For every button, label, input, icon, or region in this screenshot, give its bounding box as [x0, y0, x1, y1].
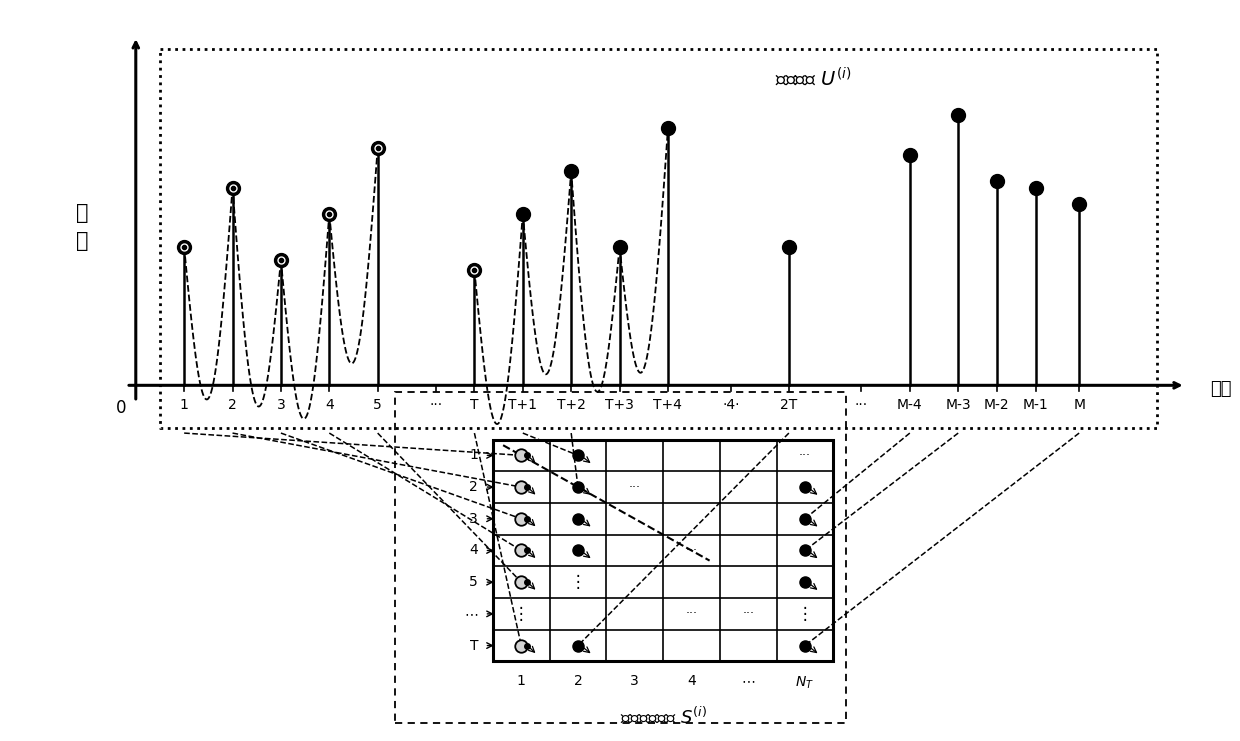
Text: 3: 3: [277, 399, 285, 413]
Text: 5: 5: [469, 575, 479, 589]
Text: M-1: M-1: [1023, 399, 1049, 413]
Text: 3: 3: [630, 674, 639, 688]
Text: T+1: T+1: [508, 399, 537, 413]
Text: 时间序列矩阵 $S^{(i)}$: 时间序列矩阵 $S^{(i)}$: [620, 705, 707, 726]
Text: ···: ···: [854, 399, 868, 413]
Text: 4: 4: [469, 543, 479, 557]
Text: 3: 3: [469, 512, 479, 526]
Text: T+3: T+3: [605, 399, 634, 413]
Text: T: T: [470, 639, 479, 653]
Text: 2: 2: [574, 674, 583, 688]
Text: 1: 1: [180, 399, 188, 413]
Text: ···: ···: [686, 608, 697, 620]
Text: ⋮: ⋮: [569, 574, 587, 591]
Text: M-3: M-3: [945, 399, 971, 413]
Text: ···: ···: [799, 449, 811, 462]
Text: 样本: 样本: [1210, 379, 1231, 398]
Text: 2T: 2T: [780, 399, 797, 413]
Text: T: T: [470, 399, 479, 413]
Text: 0: 0: [117, 399, 126, 417]
Text: 2: 2: [469, 480, 479, 494]
Text: ···: ···: [629, 481, 641, 494]
Text: 1: 1: [469, 448, 479, 462]
Text: 重构信号 $U^{(i)}$: 重构信号 $U^{(i)}$: [775, 66, 852, 89]
Bar: [492, 439, 833, 662]
Text: 2: 2: [228, 399, 237, 413]
Text: M-4: M-4: [897, 399, 923, 413]
Text: ⋮: ⋮: [513, 605, 529, 623]
Text: T+4: T+4: [653, 399, 682, 413]
Text: $N_T$: $N_T$: [795, 674, 815, 691]
Text: ···: ···: [743, 608, 754, 620]
Text: ⋮: ⋮: [796, 605, 813, 623]
Text: ⋯: ⋯: [742, 674, 755, 688]
Text: ⋯: ⋯: [464, 607, 479, 621]
Text: ···: ···: [429, 399, 443, 413]
Text: ·4·: ·4·: [722, 399, 739, 413]
Text: 幅
度: 幅 度: [77, 203, 89, 251]
Text: ···: ···: [686, 544, 697, 557]
Text: 4: 4: [687, 674, 696, 688]
Text: T+2: T+2: [557, 399, 585, 413]
Text: 4: 4: [325, 399, 334, 413]
Text: M: M: [1073, 399, 1085, 413]
Text: 5: 5: [373, 399, 382, 413]
Text: M-2: M-2: [985, 399, 1009, 413]
Text: 1: 1: [517, 674, 526, 688]
